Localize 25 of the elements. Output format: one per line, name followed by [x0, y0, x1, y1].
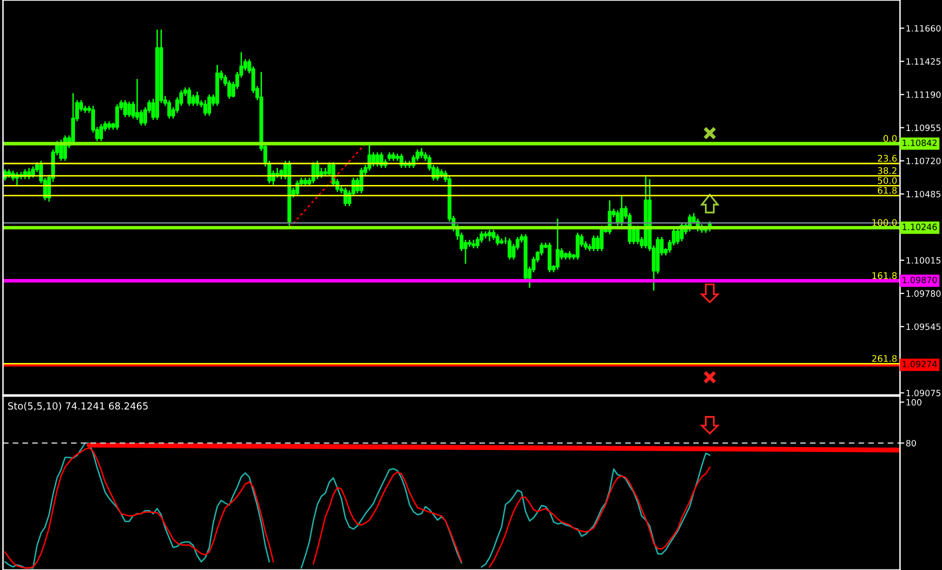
annotation: 38.2 — [878, 167, 896, 174]
ref-line-label: 1.09274 — [902, 360, 937, 368]
y-tick-label: 1.11660 — [906, 25, 941, 32]
ref-line-label: 1.10842 — [902, 140, 937, 146]
y-tick-label: 1.09075 — [906, 390, 940, 396]
y-tick-label: 1.10015 — [906, 257, 940, 264]
y-tick-label: 1.11425 — [906, 58, 940, 65]
y-tick-label: 1.11190 — [906, 91, 941, 98]
ref-line-label: 1.09870 — [902, 276, 937, 284]
y-tick-label: 1.10955 — [906, 124, 940, 132]
y-tick-label: 1.10720 — [906, 158, 941, 164]
y-tick-label: 100 — [906, 399, 922, 406]
annotation: 100.0 — [872, 219, 897, 226]
annotation: 50.0 — [878, 177, 897, 184]
y-tick-label: 1.10485 — [906, 190, 940, 198]
annotation: 261.8 — [872, 355, 897, 362]
annotation: 161.8 — [872, 272, 897, 279]
y-tick-label: 1.09545 — [906, 323, 940, 330]
annotation: 0.0 — [884, 135, 897, 142]
ref-line-label: 1.10246 — [902, 224, 937, 230]
annotation: 61.8 — [878, 186, 897, 194]
y-tick-label: 80 — [906, 440, 916, 446]
y-tick-label: 1.09780 — [906, 290, 941, 297]
text: Sto(5,5,10) 74.1241 68.2465 — [8, 402, 148, 411]
annotation: 23.6 — [878, 154, 897, 162]
